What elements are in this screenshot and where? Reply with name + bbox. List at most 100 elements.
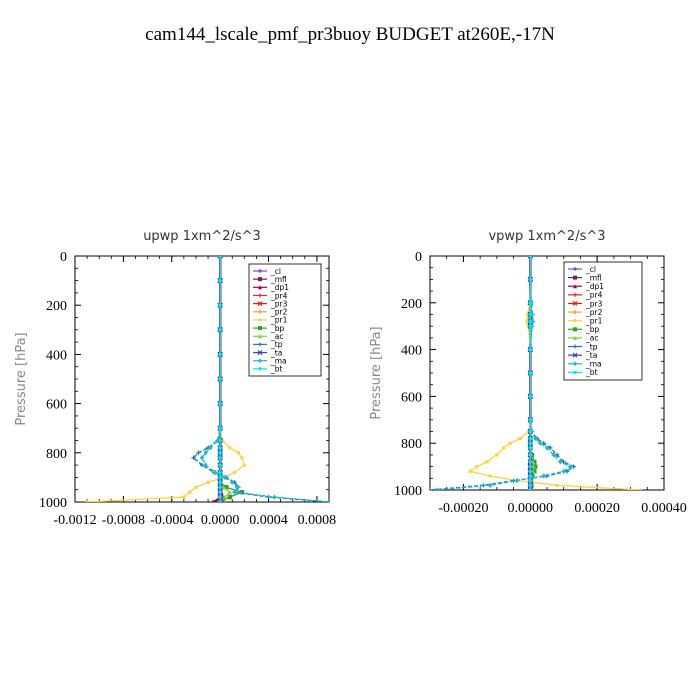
- legend-label-ac: _ac: [585, 334, 598, 343]
- figure-title: cam144_lscale_pmf_pr3buoy BUDGET at260E,…: [145, 24, 555, 45]
- series-point-bt: [528, 446, 533, 450]
- series-point-bt: [528, 277, 533, 282]
- series-point-bp: [239, 489, 245, 495]
- series-point-ma: [234, 484, 240, 490]
- series-point-pr1: [508, 441, 512, 445]
- legend-marker-ta: [572, 352, 578, 358]
- y-tick-label: 200: [401, 297, 422, 312]
- legend-label-pr3: _pr3: [585, 299, 603, 308]
- legend-label-bp: _bp: [270, 324, 285, 333]
- legend-label-ma: _ma: [585, 360, 602, 369]
- series-point-bt: [218, 401, 222, 406]
- y-tick-label: 200: [46, 299, 67, 314]
- series-point-pr1: [518, 436, 523, 441]
- legend-marker-bp: [573, 327, 577, 332]
- legend-marker-ma: [573, 361, 577, 367]
- legend-marker-tp: [258, 342, 262, 347]
- series-point-ma: [326, 499, 329, 502]
- y-tick-label: 400: [46, 348, 67, 363]
- series-point-ac: [227, 489, 233, 495]
- series-point-bt: [528, 488, 533, 490]
- series-point-ma: [530, 318, 535, 325]
- legend-marker-ma: [258, 358, 262, 364]
- legend-marker-pr2: [573, 309, 577, 315]
- legend-marker-pr4: [573, 292, 577, 297]
- series-point-pr1: [232, 470, 237, 475]
- series-point-bt: [218, 426, 222, 430]
- series-point-ma: [568, 463, 573, 470]
- series-point-pr1: [206, 480, 210, 485]
- y-axis-label: Pressure [hPa]: [14, 332, 29, 425]
- y-tick-label: 800: [46, 447, 67, 462]
- series-point-ma: [213, 469, 218, 476]
- series-point-pr1: [194, 485, 198, 489]
- legend-marker-dp1: [258, 285, 262, 290]
- series-point-ma: [541, 473, 546, 479]
- legend-marker-ta: [257, 350, 263, 355]
- series-point-bt: [528, 301, 533, 305]
- legend-label-pr1: _pr1: [585, 316, 603, 325]
- legend-label-tp: _tp: [270, 340, 283, 349]
- series-point-dp1: [211, 499, 214, 502]
- legend-marker-pr2: [258, 309, 262, 315]
- legend-marker-mfl: [258, 277, 262, 282]
- series-point-bt: [528, 324, 533, 328]
- y-tick-label: 1000: [394, 484, 422, 499]
- series-point-bt: [218, 490, 222, 494]
- series-point-bt: [218, 377, 222, 381]
- legend-label-pr4: _pr4: [270, 291, 288, 300]
- series-line-ma: [436, 256, 572, 490]
- series-point-bt: [218, 495, 222, 499]
- series-point-pr1: [485, 460, 489, 464]
- series-point-bp: [532, 469, 537, 474]
- series-point-ma: [222, 474, 228, 481]
- legend-marker-bt: [573, 370, 577, 374]
- series-point-bt: [218, 352, 222, 357]
- series-point-ac: [221, 485, 226, 490]
- x-tick-label: 0.00020: [574, 501, 620, 516]
- series-point-bt: [528, 436, 533, 441]
- legend-label-bp: _bp: [585, 325, 600, 334]
- series-point-bt: [218, 480, 222, 485]
- x-tick-label: -0.00020: [438, 501, 488, 516]
- legend-marker-cl: [258, 269, 262, 273]
- series-point-ma: [538, 440, 543, 446]
- series-point-bt: [218, 485, 222, 489]
- legend-label-mfl: _mfl: [585, 273, 602, 282]
- series-point-bt: [218, 256, 222, 258]
- y-axis-label: Pressure [hPa]: [369, 326, 384, 419]
- series-point-ma: [533, 435, 538, 442]
- legend-marker-pr3: [257, 301, 263, 307]
- series-point-ta: [527, 256, 533, 259]
- series-point-bt: [528, 469, 533, 474]
- series-point-bt: [528, 478, 533, 483]
- x-tick-label: 0.0008: [298, 513, 337, 528]
- series-point-ta: [527, 487, 533, 490]
- series-line-pr1: [468, 256, 641, 490]
- series-point-bt: [528, 429, 533, 434]
- series-point-pr1: [188, 490, 192, 494]
- legend-marker-mfl: [573, 275, 577, 280]
- legend-marker-bt: [258, 367, 262, 371]
- y-tick-label: 0: [415, 250, 422, 265]
- series-point-ta: [217, 256, 223, 259]
- legend-label-pr2: _pr2: [270, 308, 288, 317]
- y-tick-label: 1000: [39, 496, 67, 511]
- series-point-pr1: [240, 455, 244, 460]
- legend-label-pr3: _pr3: [270, 299, 288, 308]
- legend-marker-ac: [573, 335, 577, 340]
- series-point-bt: [218, 446, 222, 450]
- series-point-pr1: [236, 451, 241, 455]
- series-point-ma: [487, 482, 493, 488]
- legend-label-ma: _ma: [270, 356, 287, 365]
- panel-upwp: upwp 1xm^2/s^3 Pressure [hPa] 0 200 400 600 80…: [14, 229, 336, 528]
- plot-area: [430, 256, 643, 490]
- y-tick-label: 400: [401, 344, 422, 359]
- series-point-bp: [223, 485, 229, 490]
- series-point-bt: [218, 463, 222, 467]
- series-point-bt: [528, 418, 533, 422]
- legend-label-bt: _bt: [585, 368, 598, 377]
- series-point-ma: [199, 455, 205, 461]
- series-point-bt: [218, 470, 222, 475]
